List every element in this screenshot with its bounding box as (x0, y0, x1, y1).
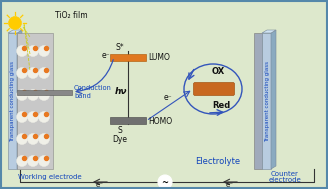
Circle shape (45, 91, 49, 94)
Text: Electrolyte: Electrolyte (195, 156, 240, 166)
Text: Conduction
band: Conduction band (74, 85, 112, 98)
Text: e⁻: e⁻ (164, 94, 172, 102)
Circle shape (23, 46, 27, 50)
FancyBboxPatch shape (194, 83, 235, 95)
Circle shape (9, 16, 22, 29)
Circle shape (28, 156, 38, 167)
Circle shape (23, 112, 27, 116)
Bar (8, 33, 17, 169)
Text: e⁻: e⁻ (226, 182, 234, 188)
Bar (262, 33, 271, 169)
Bar (17, 33, 53, 169)
Circle shape (45, 68, 49, 73)
Circle shape (38, 90, 50, 101)
Bar (17, 90, 72, 95)
Text: ~: ~ (161, 177, 169, 187)
Circle shape (45, 46, 49, 50)
Polygon shape (271, 30, 276, 169)
Polygon shape (8, 30, 22, 33)
Circle shape (38, 67, 50, 78)
Circle shape (23, 68, 27, 73)
Circle shape (33, 46, 37, 50)
Circle shape (45, 156, 49, 160)
Circle shape (33, 68, 37, 73)
Text: e⁻: e⁻ (96, 182, 104, 188)
Text: Red: Red (212, 101, 230, 109)
Text: e⁻: e⁻ (102, 51, 110, 60)
Text: S: S (118, 126, 122, 135)
Bar (110, 117, 146, 124)
Circle shape (33, 135, 37, 139)
Circle shape (28, 90, 38, 101)
Circle shape (28, 67, 38, 78)
Circle shape (33, 112, 37, 116)
Text: Counter
electrode: Counter electrode (269, 170, 301, 184)
Circle shape (38, 156, 50, 167)
Circle shape (16, 90, 28, 101)
Text: TiO₂ film: TiO₂ film (55, 11, 88, 19)
Circle shape (16, 112, 28, 122)
Polygon shape (17, 30, 22, 169)
Text: HOMO: HOMO (148, 116, 172, 125)
Text: Working electrode: Working electrode (18, 174, 82, 180)
Circle shape (16, 133, 28, 145)
Text: OX: OX (211, 67, 225, 75)
Bar (110, 54, 146, 61)
Text: Dye: Dye (113, 135, 128, 144)
Circle shape (16, 46, 28, 57)
Text: hν: hν (115, 87, 127, 95)
Circle shape (45, 135, 49, 139)
Circle shape (28, 46, 38, 57)
Bar (254, 33, 262, 169)
Circle shape (33, 156, 37, 160)
Circle shape (16, 156, 28, 167)
Polygon shape (262, 30, 276, 33)
Circle shape (45, 112, 49, 116)
Circle shape (23, 135, 27, 139)
Circle shape (38, 46, 50, 57)
Circle shape (28, 112, 38, 122)
Text: S*: S* (116, 43, 124, 52)
Circle shape (23, 91, 27, 94)
Circle shape (38, 133, 50, 145)
Text: Transparent conducting glass: Transparent conducting glass (265, 60, 271, 142)
Circle shape (33, 91, 37, 94)
Text: LUMO: LUMO (148, 53, 170, 63)
Circle shape (16, 67, 28, 78)
Circle shape (28, 133, 38, 145)
Circle shape (23, 156, 27, 160)
Circle shape (38, 112, 50, 122)
Circle shape (158, 175, 172, 189)
Text: Transparent conducting glass: Transparent conducting glass (10, 60, 15, 142)
